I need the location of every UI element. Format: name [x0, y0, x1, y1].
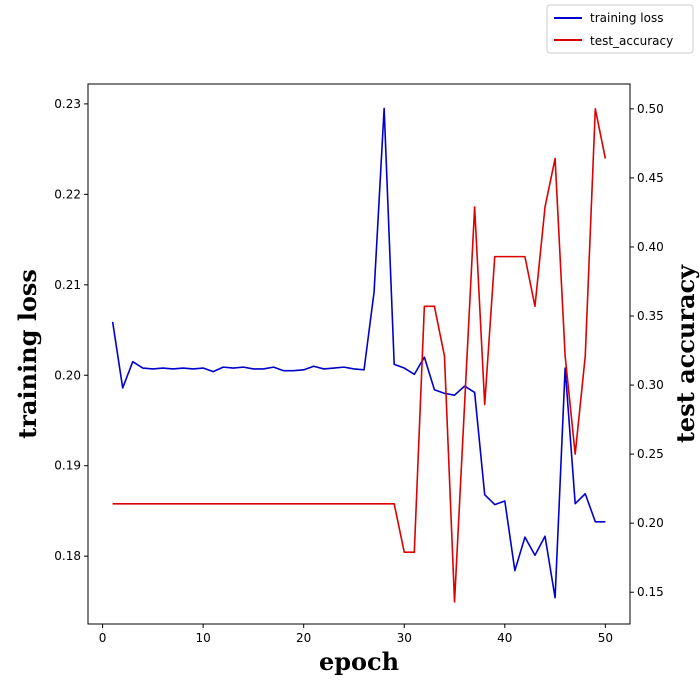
- x-tick-label: 50: [598, 631, 613, 645]
- y-right-tick-label: 0.15: [637, 585, 664, 599]
- x-tick-label: 0: [99, 631, 107, 645]
- y-left-tick-label: 0.23: [54, 97, 81, 111]
- series-line-test-accuracy: [112, 108, 607, 603]
- series-layer: [111, 107, 607, 603]
- x-axis-ticks: 0 10 20 30 40 50: [99, 624, 613, 645]
- y-right-tick-label: 0.40: [637, 240, 664, 254]
- x-tick-label: 20: [296, 631, 311, 645]
- x-tick-label: 40: [497, 631, 512, 645]
- legend-box: [546, 4, 694, 54]
- y-right-tick-label: 0.35: [637, 309, 664, 323]
- x-tick-label: 30: [397, 631, 412, 645]
- x-tick-label: 10: [195, 631, 210, 645]
- y-left-tick-label: 0.21: [54, 278, 81, 292]
- x-axis-title: epoch: [319, 647, 399, 676]
- legend-label-training-loss: training loss: [590, 11, 663, 25]
- plot-frame: [87, 83, 631, 625]
- legend-label-test-accuracy: test_accuracy: [590, 34, 673, 48]
- plot-area: [88, 84, 630, 624]
- y-right-axis-title: test accuracy: [671, 264, 700, 443]
- y-left-tick-label: 0.19: [54, 459, 81, 473]
- series-line-training-loss: [111, 107, 606, 599]
- y-right-tick-label: 0.50: [637, 102, 664, 116]
- y-left-tick-label: 0.18: [54, 549, 81, 563]
- y-left-axis-title: training loss: [13, 269, 42, 439]
- y-left-tick-label: 0.22: [54, 187, 81, 201]
- y-right-tick-label: 0.20: [637, 516, 664, 530]
- y-left-axis-ticks: 0.18 0.19 0.20 0.21 0.22 0.23: [54, 97, 88, 563]
- y-right-axis-ticks: 0.15 0.20 0.25 0.30 0.35 0.40 0.45 0.50: [630, 102, 664, 599]
- y-right-tick-label: 0.30: [637, 378, 664, 392]
- legend: training loss test_accuracy: [546, 4, 694, 54]
- y-left-tick-label: 0.20: [54, 368, 81, 382]
- y-right-tick-label: 0.25: [637, 447, 664, 461]
- y-right-tick-label: 0.45: [637, 171, 664, 185]
